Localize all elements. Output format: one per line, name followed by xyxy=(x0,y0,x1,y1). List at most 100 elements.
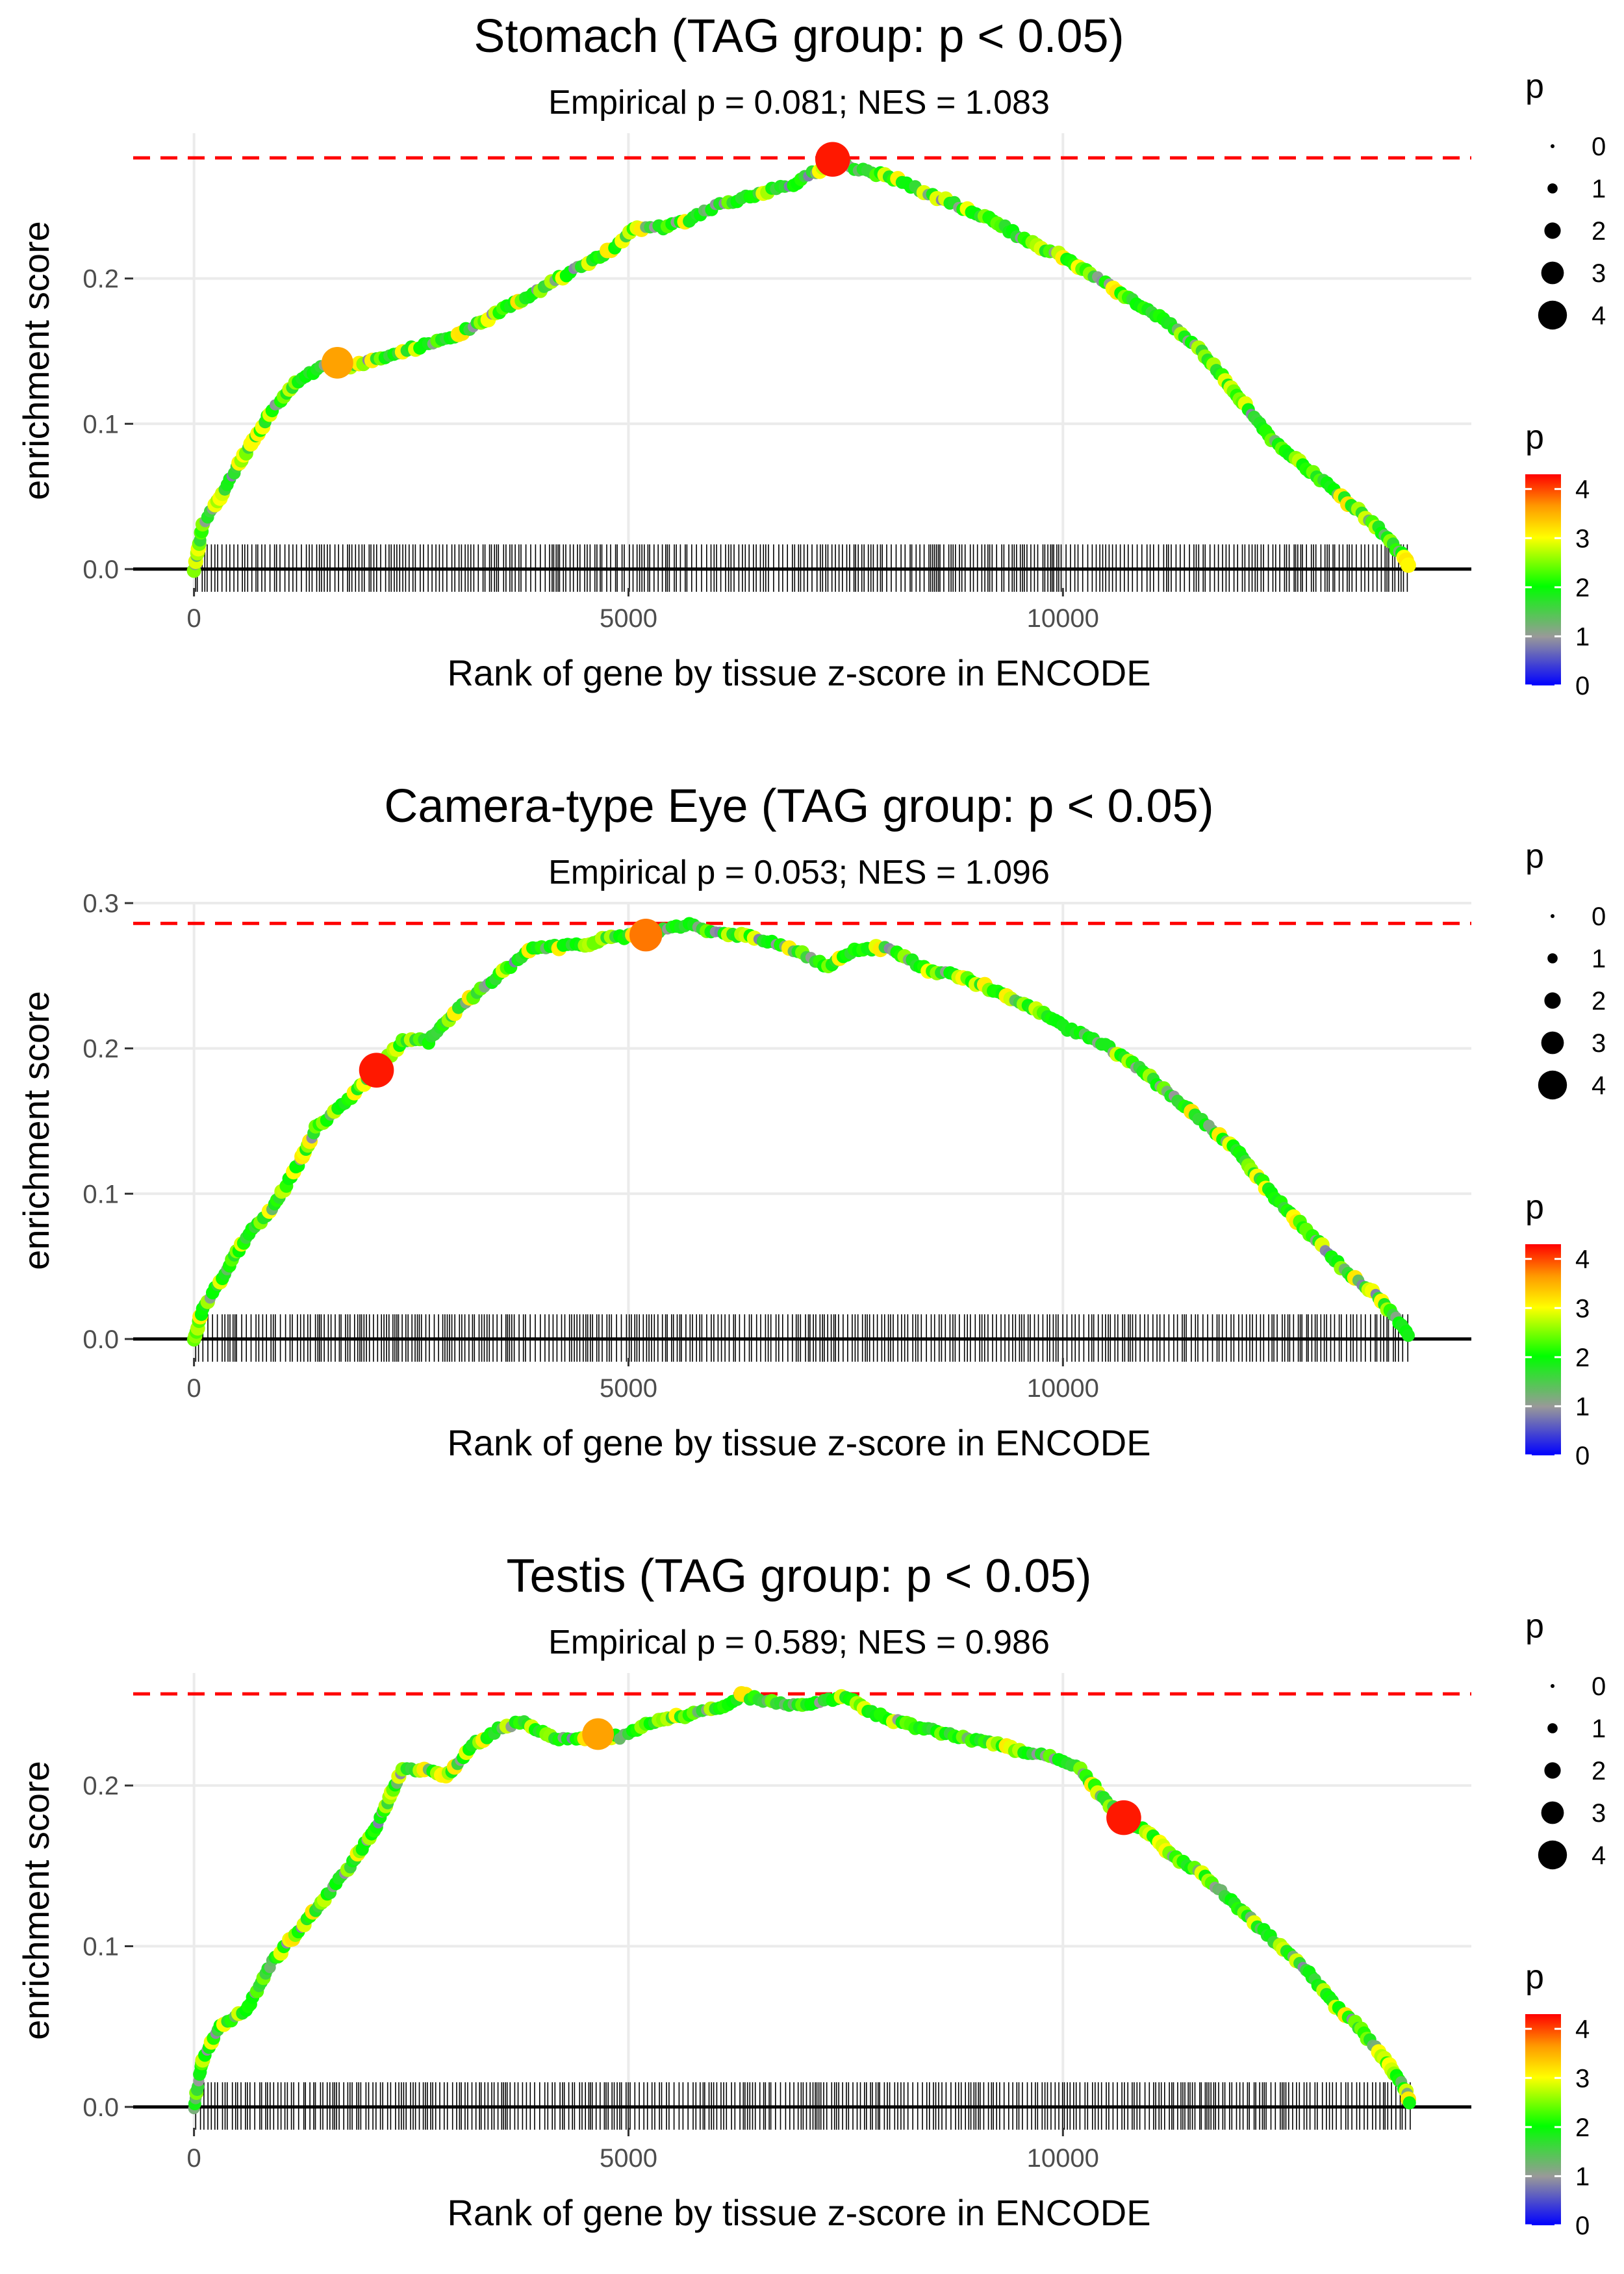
x-tick-label: 5000 xyxy=(600,1374,657,1403)
legend-title: p xyxy=(1525,1958,1544,1996)
color-legend: p 0 1 2 3 4 xyxy=(1525,1188,1590,1470)
size-legend-item: 1 xyxy=(1547,175,1606,203)
legend-label: 1 xyxy=(1575,1392,1590,1421)
legend-label: 1 xyxy=(1592,1715,1606,1743)
y-tick: 0.3 xyxy=(82,889,133,918)
x-tick-label: 10000 xyxy=(1027,1374,1099,1403)
legend-label: 1 xyxy=(1592,945,1606,973)
size-key-dot xyxy=(1544,1762,1561,1779)
testis-panel: Testis (TAG group: p < 0.05) Empirical p… xyxy=(16,1550,1606,2240)
colorbar xyxy=(1525,2014,1561,2225)
y-axis-ticks: 0.0 0.1 0.2 xyxy=(82,265,133,584)
y-tick: 0.1 xyxy=(82,1180,133,1208)
x-axis-ticks: 0 5000 10000 xyxy=(187,588,1099,633)
y-axis-label: enrichment score xyxy=(16,1761,57,2040)
x-tick-label: 0 xyxy=(187,2144,201,2173)
y-axis-label: enrichment score xyxy=(16,221,57,500)
y-tick: 0.1 xyxy=(82,410,133,439)
legend-label: 4 xyxy=(1592,1071,1606,1100)
size-legend-item: 3 xyxy=(1541,259,1606,288)
size-legend-item: 1 xyxy=(1547,1715,1606,1743)
chart-title: Stomach (TAG group: p < 0.05) xyxy=(474,10,1124,62)
chart-title: Camera-type Eye (TAG group: p < 0.05) xyxy=(384,780,1213,832)
x-tick-label: 10000 xyxy=(1027,604,1099,633)
size-key-dot xyxy=(1551,914,1554,918)
legend-label: 4 xyxy=(1592,1841,1606,1870)
legend-label: 3 xyxy=(1575,2064,1590,2093)
y-tick-label: 0.1 xyxy=(82,1180,119,1208)
size-key-dot xyxy=(1547,183,1558,194)
colorbar-tick: 1 xyxy=(1525,1392,1590,1421)
chart-subtitle: Empirical p = 0.081; NES = 1.083 xyxy=(548,84,1050,121)
size-key-dot xyxy=(1544,992,1561,1009)
es-point xyxy=(1402,1329,1415,1342)
size-legend-item: 0 xyxy=(1551,133,1606,161)
colorbar-tick: 4 xyxy=(1525,1246,1590,1274)
y-tick-label: 0.2 xyxy=(82,1035,119,1064)
size-legend-item: 4 xyxy=(1538,300,1606,330)
y-tick-label: 0.0 xyxy=(82,556,119,584)
enrichment-curve xyxy=(190,920,1414,1341)
size-key-dot xyxy=(1541,1031,1564,1054)
plot-area xyxy=(133,902,1471,1362)
legend-title: p xyxy=(1525,418,1544,456)
chart-subtitle: Empirical p = 0.053; NES = 1.096 xyxy=(548,854,1050,891)
size-legend: p 0 1 2 3 4 xyxy=(1525,837,1606,1100)
y-axis-ticks: 0.0 0.1 0.2 0.3 xyxy=(82,889,133,1354)
highlight-point xyxy=(582,1718,615,1750)
size-legend: p 0 1 2 3 4 xyxy=(1525,68,1606,330)
x-tick-label: 5000 xyxy=(600,2144,657,2173)
size-key-dot xyxy=(1541,1801,1564,1824)
colorbar-tick: 0 xyxy=(1525,672,1590,700)
es-point xyxy=(1402,2096,1416,2110)
colorbar-tick: 0 xyxy=(1525,1442,1590,1470)
legend-label: 1 xyxy=(1575,622,1590,651)
y-tick-label: 0.3 xyxy=(82,889,119,918)
colorbar-tick: 3 xyxy=(1525,1294,1590,1323)
colorbar-tick: 4 xyxy=(1525,476,1590,504)
y-tick-label: 0.0 xyxy=(82,1325,119,1354)
size-legend-item: 3 xyxy=(1541,1029,1606,1058)
legend-label: 4 xyxy=(1575,476,1590,504)
x-tick: 5000 xyxy=(600,2128,657,2173)
colorbar-tick: 2 xyxy=(1525,574,1590,602)
highlight-points xyxy=(321,142,850,379)
size-legend-item: 2 xyxy=(1544,217,1606,246)
legend-label: 0 xyxy=(1592,1672,1606,1701)
legend-label: 0 xyxy=(1592,902,1606,931)
y-tick: 0.2 xyxy=(82,1035,133,1064)
highlight-point xyxy=(359,1053,394,1088)
y-tick: 0.0 xyxy=(82,556,133,584)
size-legend-item: 4 xyxy=(1538,1840,1606,1870)
size-legend-item: 0 xyxy=(1551,902,1606,931)
x-tick: 0 xyxy=(187,2128,201,2173)
size-key-dot xyxy=(1547,1723,1558,1733)
x-tick: 10000 xyxy=(1027,1358,1099,1403)
y-axis-label: enrichment score xyxy=(16,991,57,1270)
y-tick-label: 0.2 xyxy=(82,1772,119,1800)
x-tick: 5000 xyxy=(600,1358,657,1403)
highlight-point xyxy=(321,346,353,379)
legend-label: 2 xyxy=(1575,574,1590,602)
size-key-dot xyxy=(1538,300,1567,330)
legend-label: 0 xyxy=(1575,1442,1590,1470)
size-legend: p 0 1 2 3 4 xyxy=(1525,1607,1606,1870)
legend-label: 2 xyxy=(1575,1344,1590,1372)
legend-label: 4 xyxy=(1575,1246,1590,1274)
legend-label: 2 xyxy=(1592,1757,1606,1785)
legend-label: 1 xyxy=(1592,175,1606,203)
highlight-point xyxy=(629,919,663,952)
legend-label: 1 xyxy=(1575,2162,1590,2191)
colorbar xyxy=(1525,1244,1561,1455)
size-legend-item: 1 xyxy=(1547,945,1606,973)
y-tick-label: 0.2 xyxy=(82,265,119,294)
y-axis-ticks: 0.0 0.1 0.2 xyxy=(82,1772,133,2122)
size-legend-item: 0 xyxy=(1551,1672,1606,1701)
legend-label: 2 xyxy=(1592,987,1606,1016)
legend-label: 4 xyxy=(1575,2015,1590,2044)
color-legend: p 0 1 2 3 4 xyxy=(1525,1958,1590,2240)
enrichment-points xyxy=(186,917,1415,1347)
legend-label: 4 xyxy=(1592,301,1606,330)
highlight-points xyxy=(359,919,663,1088)
